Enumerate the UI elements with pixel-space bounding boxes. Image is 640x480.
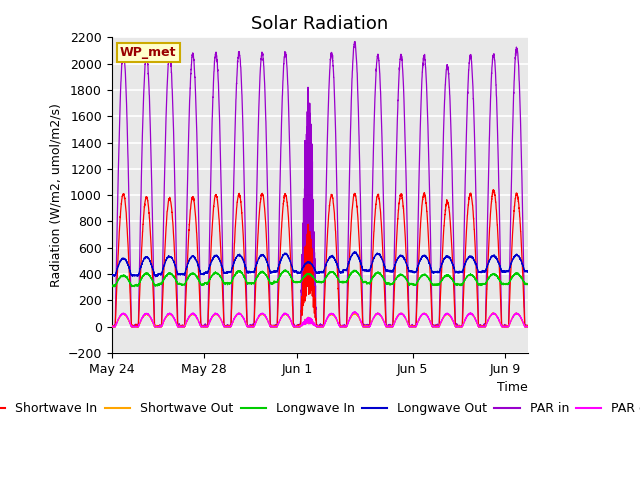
Title: Solar Radiation: Solar Radiation	[252, 15, 388, 33]
Y-axis label: Radiation (W/m2, umol/m2/s): Radiation (W/m2, umol/m2/s)	[49, 103, 62, 287]
Legend: Shortwave In, Shortwave Out, Longwave In, Longwave Out, PAR in, PAR out: Shortwave In, Shortwave Out, Longwave In…	[0, 397, 640, 420]
Text: WP_met: WP_met	[120, 46, 177, 59]
X-axis label: Time: Time	[497, 381, 528, 394]
